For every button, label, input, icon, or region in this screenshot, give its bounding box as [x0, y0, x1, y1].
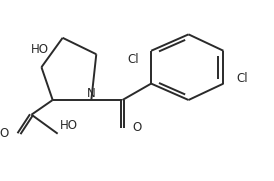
Text: HO: HO [31, 43, 49, 56]
Text: O: O [132, 121, 142, 134]
Text: HO: HO [60, 119, 78, 132]
Text: Cl: Cl [127, 53, 139, 66]
Text: Cl: Cl [236, 72, 247, 85]
Text: O: O [0, 127, 9, 140]
Text: N: N [87, 87, 96, 100]
